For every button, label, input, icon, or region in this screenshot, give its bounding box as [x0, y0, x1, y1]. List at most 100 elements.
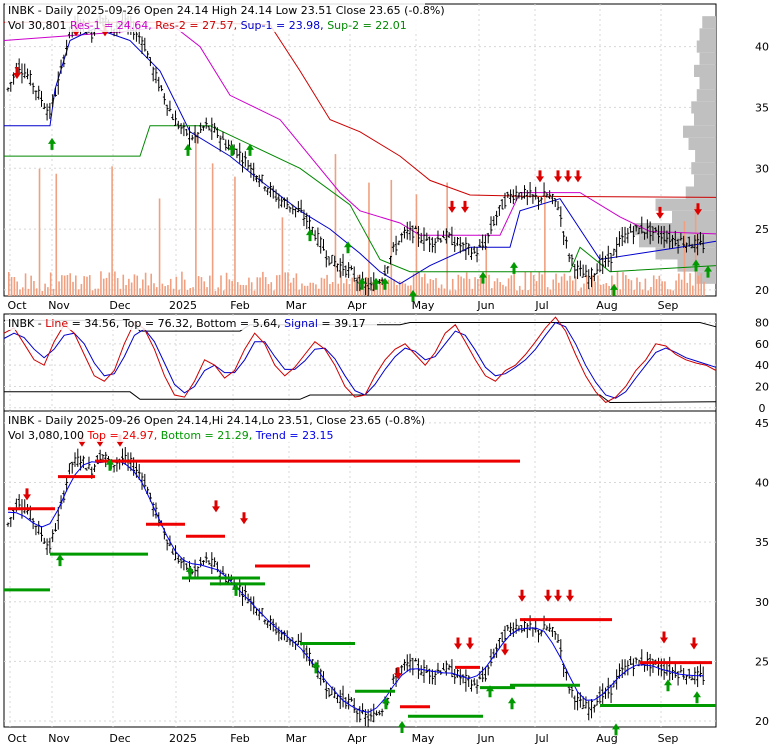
y-tick-label: 25 — [755, 223, 769, 236]
volume-bar — [401, 282, 404, 296]
volume-bar — [449, 290, 451, 296]
volume-bar — [164, 286, 166, 296]
volume-bar — [315, 284, 317, 296]
volume-bar — [298, 289, 300, 296]
volume-bar — [393, 279, 395, 296]
volume-bar — [169, 278, 172, 296]
volume-bar — [549, 289, 552, 296]
volume-bar — [521, 289, 524, 296]
legend-entry: Sup-2 = 22.01 — [327, 19, 407, 32]
volume-bar — [558, 282, 560, 296]
volume-bar — [225, 272, 228, 296]
volume-bar — [183, 279, 186, 296]
volume-bar — [41, 290, 44, 296]
volume-bar — [574, 276, 577, 296]
volume-profile-bar — [694, 113, 716, 126]
volume-bar — [650, 286, 652, 296]
oscillator-line — [3, 316, 717, 404]
volume-bar — [410, 285, 412, 296]
trend-line — [7, 459, 704, 713]
volume-bar — [150, 273, 152, 296]
volume-bar — [354, 280, 356, 296]
x-tick-label: Sep — [658, 299, 679, 312]
volume-bar — [376, 285, 379, 296]
y-tick-label: 35 — [755, 101, 769, 114]
volume-bar — [457, 274, 460, 296]
volume-bar — [588, 288, 591, 296]
chart-title: INBK - Daily 2025-09-26 Open 24.14 High … — [8, 4, 445, 17]
volume-bar — [49, 272, 52, 296]
volume-bar — [658, 275, 661, 296]
x-tick-label: Feb — [230, 732, 249, 745]
volume-bar — [638, 281, 641, 296]
volume-bar — [175, 276, 178, 296]
volume-bar — [88, 275, 91, 296]
volume-bar — [234, 176, 236, 296]
x-tick-label: Mar — [286, 299, 307, 312]
volume-bar — [242, 284, 245, 296]
volume-bar — [287, 272, 289, 296]
volume-bar — [295, 273, 298, 296]
volume-bar — [130, 282, 133, 296]
volume-bar — [379, 279, 381, 296]
volume-bar — [697, 275, 700, 296]
buy-arrow-icon — [508, 697, 516, 710]
sell-arrow-icon — [13, 67, 21, 79]
sell-arrow-icon — [536, 170, 544, 183]
volume-bar — [236, 282, 239, 296]
volume-bar — [58, 281, 60, 296]
x-tick-label: 2025 — [169, 299, 197, 312]
plot-frame — [3, 3, 717, 297]
sell-arrow-icon — [554, 589, 562, 602]
volume-bar — [256, 277, 259, 296]
volume-bar — [580, 287, 582, 296]
volume-bar — [446, 182, 448, 296]
sell-arrow-icon — [394, 667, 402, 680]
volume-bar — [566, 280, 568, 296]
volume-bar — [91, 290, 94, 296]
sell-arrow-icon — [694, 203, 702, 216]
volume-bar — [181, 271, 183, 296]
volume-bar — [167, 285, 169, 296]
y-tick-label: 45 — [755, 417, 769, 430]
y-tick-label: 40 — [755, 477, 769, 490]
legend-entry: Bottom = 21.29, — [161, 429, 256, 442]
volume-bar — [239, 284, 242, 296]
legend-line: Vol 3,080,100 Top = 24.97, Bottom = 21.2… — [8, 429, 334, 442]
volume-bar — [532, 275, 535, 296]
volume-bar — [19, 289, 21, 296]
volume-bar — [161, 283, 164, 296]
volume-bar — [139, 288, 141, 296]
y-tick-label: 40 — [755, 359, 769, 372]
volume-bar — [309, 282, 312, 296]
volume-bar — [625, 275, 627, 296]
buy-arrow-icon — [186, 566, 194, 579]
volume-bar — [267, 284, 270, 296]
volume-bar — [655, 279, 658, 296]
volume-bar — [55, 173, 58, 296]
volume-bar — [206, 287, 208, 296]
volume-bar — [499, 282, 501, 296]
volume-bar — [451, 278, 454, 296]
volume-bar — [440, 284, 443, 296]
volume-profile-bar — [688, 137, 716, 150]
buy-arrow-icon — [306, 229, 314, 242]
volume-bar — [633, 289, 636, 296]
buy-arrow-icon — [372, 277, 380, 290]
volume-bar — [471, 288, 474, 296]
volume-bar — [114, 271, 116, 296]
volume-bar — [128, 278, 130, 296]
volume-bar — [178, 289, 180, 296]
volume-bar — [443, 288, 446, 296]
volume-bar — [323, 278, 326, 296]
y-tick-label: 80 — [755, 317, 769, 330]
buy-arrow-icon — [246, 143, 254, 156]
volume-bar — [278, 274, 281, 296]
x-tick-label: Dec — [109, 732, 130, 745]
sell-arrow-icon — [240, 512, 248, 525]
x-tick-label: May — [412, 732, 435, 745]
volume-bar — [61, 275, 63, 296]
y-tick-label: 20 — [755, 715, 769, 728]
